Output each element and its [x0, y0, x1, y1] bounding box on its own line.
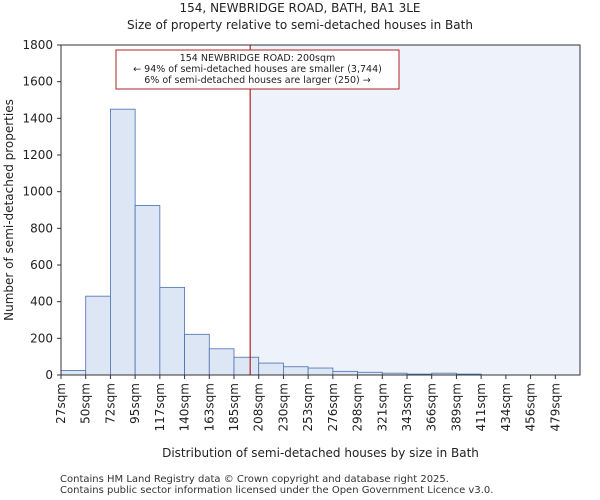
x-tick-label: 321sqm — [375, 383, 389, 431]
larger-properties-region — [250, 45, 580, 375]
bar-253sqm — [307, 367, 334, 376]
bar-185sqm — [233, 356, 260, 376]
annotation-box: 154 NEWBRIDGE ROAD: 200sqm ← 94% of semi… — [115, 49, 400, 90]
bar-163sqm — [208, 348, 235, 376]
x-axis-label: Distribution of semi-detached houses by … — [162, 446, 479, 460]
x-tick-label: 185sqm — [227, 383, 241, 431]
bar-230sqm — [283, 366, 309, 376]
y-tick-label: 0 — [45, 368, 53, 382]
annotation-line-3: 6% of semi-detached houses are larger (2… — [144, 75, 371, 86]
y-tick-label: 600 — [30, 258, 53, 272]
x-tick-label: 163sqm — [202, 383, 216, 431]
y-tick-label: 200 — [30, 331, 53, 345]
x-tick-label: 117sqm — [153, 383, 167, 431]
x-tick-label: 230sqm — [276, 383, 290, 431]
bar-27sqm — [60, 370, 87, 376]
x-tick-label: 434sqm — [499, 383, 513, 431]
y-tick-label: 400 — [30, 295, 53, 309]
bar-72sqm — [110, 108, 136, 376]
x-tick-label: 50sqm — [79, 383, 93, 424]
x-tick-label: 276sqm — [326, 383, 340, 431]
bar-140sqm — [184, 333, 210, 376]
bars-group — [60, 108, 482, 376]
annotation-line-1: 154 NEWBRIDGE ROAD: 200sqm — [180, 53, 336, 64]
annotation-line-2: ← 94% of semi-detached houses are smalle… — [133, 64, 382, 75]
x-tick-label: 456sqm — [524, 383, 538, 431]
x-tick-label: 95sqm — [128, 383, 142, 424]
bar-50sqm — [85, 295, 111, 376]
x-tick-label: 27sqm — [54, 383, 68, 424]
y-tick-label: 1400 — [22, 111, 53, 125]
axes-group: 0 200 400 600 800 1000 1200 1400 1600 1800 27sqm 50… — [22, 38, 581, 431]
y-tick-label: 1200 — [22, 148, 53, 162]
plot-frame — [60, 44, 581, 376]
footer-licence: Contains public sector information licen… — [60, 485, 494, 496]
y-tick-label: 800 — [30, 221, 53, 235]
chart-title-address: 154, NEWBRIDGE ROAD, BATH, BA1 3LE — [179, 1, 421, 15]
chart-title: Size of property relative to semi-detach… — [127, 18, 473, 32]
y-tick-label: 1800 — [22, 38, 53, 52]
x-tick-label: 72sqm — [103, 383, 117, 424]
bar-117sqm — [159, 286, 185, 376]
bar-208sqm — [258, 362, 284, 376]
x-tick-label: 298sqm — [351, 383, 365, 431]
x-tick-label: 366sqm — [425, 383, 439, 431]
x-tick-label: 411sqm — [474, 383, 488, 431]
chart: 0 200 400 600 800 1000 1200 1400 1600 1800 27sqm 50… — [2, 38, 581, 460]
y-axis-label: Number of semi-detached properties — [2, 99, 16, 321]
x-tick-label: 253sqm — [301, 383, 315, 431]
x-tick-label: 343sqm — [400, 383, 414, 431]
annotation-border — [115, 49, 400, 90]
footer-copyright: Contains HM Land Registry data © Crown c… — [60, 474, 449, 485]
x-tick-label: 140sqm — [178, 383, 192, 431]
x-tick-label: 389sqm — [449, 383, 463, 431]
bar-95sqm — [134, 205, 161, 376]
bar-276sqm — [332, 370, 358, 376]
y-tick-label: 1000 — [22, 185, 53, 199]
y-tick-label: 1600 — [22, 75, 53, 89]
x-tick-label: 479sqm — [548, 383, 562, 431]
x-tick-label: 208sqm — [252, 383, 266, 431]
